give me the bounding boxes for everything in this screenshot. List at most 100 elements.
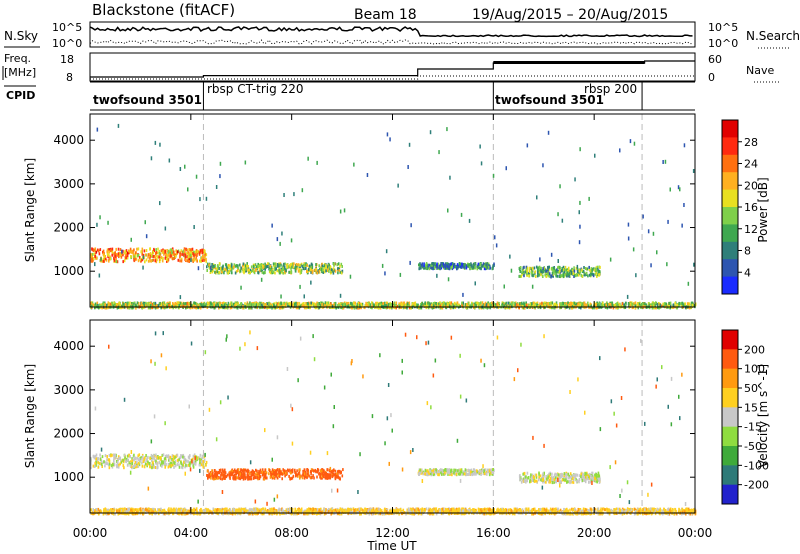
data-cell: [128, 303, 131, 307]
data-cell: [550, 252, 553, 257]
data-cell: [119, 462, 121, 466]
data-cell: [333, 262, 335, 266]
data-cell: [141, 304, 144, 308]
data-cell: [306, 263, 308, 267]
data-cell: [466, 473, 469, 476]
data-cell: [273, 303, 275, 307]
data-cell: [627, 222, 630, 227]
data-cell: [264, 468, 266, 472]
data-cell: [219, 174, 221, 179]
data-cell: [541, 303, 543, 307]
data-cell: [193, 258, 196, 262]
data-cell: [438, 265, 440, 269]
data-cell: [295, 301, 297, 305]
data-cell: [474, 262, 477, 265]
data-cell: [327, 301, 329, 305]
data-cell: [437, 262, 439, 266]
data-cell: [117, 123, 120, 128]
data-cell: [258, 302, 261, 306]
data-cell: [556, 303, 558, 307]
data-cell: [168, 458, 170, 462]
data-cell: [311, 476, 313, 480]
data-cell: [113, 256, 115, 260]
data-cell: [201, 251, 204, 255]
data-cell: [90, 301, 92, 305]
data-cell: [264, 265, 267, 269]
data-cell: [280, 294, 282, 299]
data-cell: [270, 304, 272, 308]
data-cell: [462, 292, 464, 297]
data-cell: [219, 267, 222, 271]
data-cell: [340, 304, 342, 308]
data-cell: [455, 472, 458, 476]
data-cell: [652, 304, 655, 308]
data-cell: [129, 301, 131, 305]
data-cell: [576, 264, 579, 269]
data-cell: [331, 475, 334, 479]
data-cell: [249, 268, 252, 272]
data-cell: [237, 266, 240, 270]
data-cell: [305, 475, 307, 479]
data-cell: [182, 455, 184, 459]
data-cell: [268, 472, 270, 476]
data-cell: [451, 473, 453, 477]
data-cell: [467, 263, 469, 267]
data-cell: [151, 466, 153, 470]
data-cell: [512, 304, 515, 308]
data-cell: [165, 255, 167, 258]
data-cell: [305, 262, 307, 266]
data-cell: [535, 265, 538, 269]
data-cell: [577, 273, 580, 277]
data-cell: [159, 463, 162, 467]
data-cell: [481, 468, 483, 472]
data-cell: [173, 460, 175, 464]
data-cell: [412, 302, 414, 306]
data-cell: [557, 212, 559, 217]
data-cell: [211, 474, 214, 478]
data-cell: [118, 456, 120, 460]
data-cell: [337, 267, 339, 271]
data-cell: [575, 266, 578, 270]
data-cell: [101, 465, 103, 468]
data-cell: [203, 466, 205, 469]
data-cell: [288, 302, 290, 305]
data-cell: [590, 303, 592, 307]
data-cell: [248, 476, 250, 480]
data-cell: [558, 303, 561, 307]
data-cell: [220, 474, 222, 478]
data-cell: [340, 470, 342, 474]
data-cell: [172, 250, 174, 254]
data-cell: [451, 471, 454, 475]
data-cell: [566, 274, 568, 278]
data-cell: [347, 304, 350, 308]
data-cell: [262, 271, 265, 275]
data-cell: [218, 471, 221, 475]
data-cell: [104, 454, 107, 458]
data-cell: [117, 303, 119, 307]
data-cell: [380, 301, 383, 305]
data-cell: [199, 457, 201, 461]
data-cell: [279, 302, 281, 306]
data-cell: [122, 249, 124, 253]
data-cell: [127, 454, 129, 458]
data-cell: [111, 247, 114, 251]
data-cell: [505, 301, 508, 305]
data-cell: [92, 464, 95, 468]
data-cell: [107, 301, 110, 305]
data-cell: [271, 468, 274, 472]
data-cell: [372, 303, 375, 307]
data-cell: [488, 469, 491, 473]
data-cell: [676, 306, 679, 310]
data-cell: [274, 271, 276, 275]
data-cell: [523, 274, 525, 278]
data-cell: [229, 306, 232, 310]
data-cell: [183, 247, 186, 251]
data-cell: [560, 274, 562, 278]
data-cell: [584, 480, 587, 484]
data-cell: [377, 306, 380, 310]
data-cell: [123, 259, 126, 263]
data-cell: [113, 258, 116, 262]
data-cell: [168, 158, 171, 163]
data-cell: [471, 266, 474, 270]
data-cell: [585, 303, 588, 307]
